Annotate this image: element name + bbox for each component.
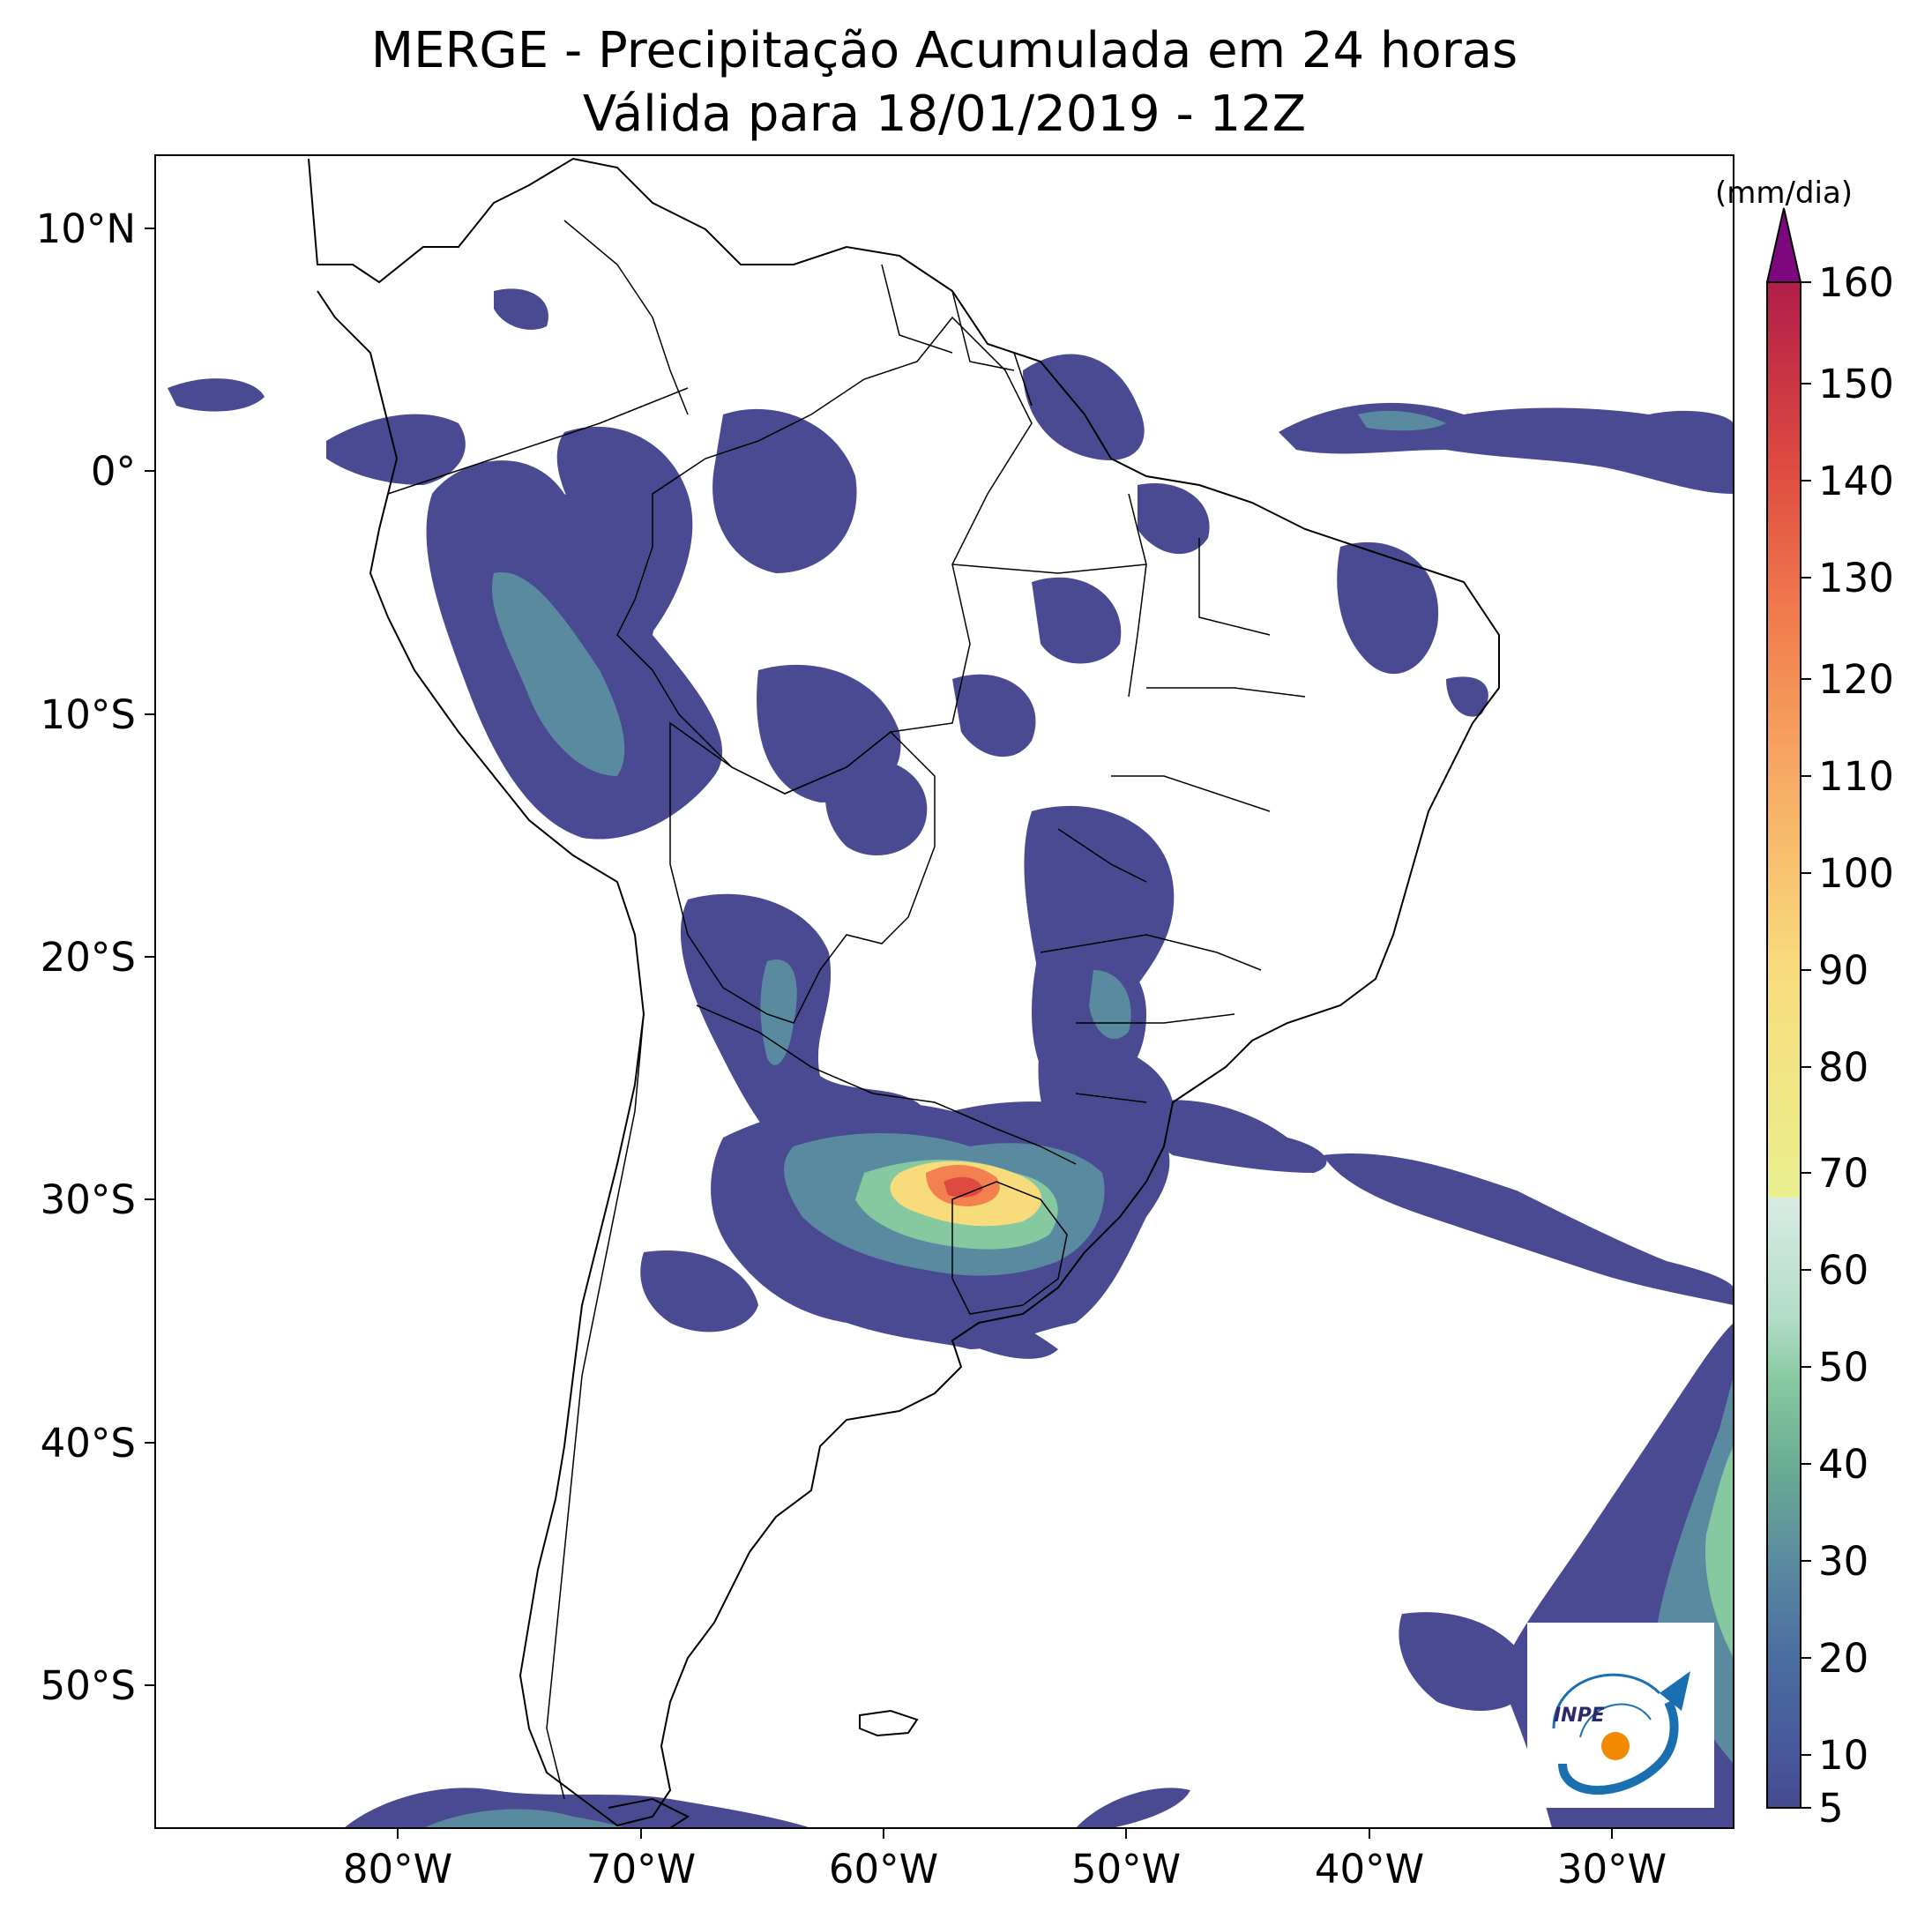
border-uruguay [951,1181,1068,1315]
colorbar-tick-label: 60 [1818,1247,1869,1294]
lat-tick-label: 40°S [41,1420,136,1467]
colorbar-tick-label: 10 [1818,1732,1869,1779]
colorbar-tick-label: 140 [1818,458,1894,504]
precip-field-drake-inner [423,1809,626,1828]
precip-field-minas-inner [1089,970,1131,1040]
lon-tick-label: 70°W [586,1846,696,1892]
precip-field-pernambuco [1446,676,1488,717]
colorbar-tick-label: 70 [1818,1150,1869,1197]
border-peru-ecuador-colombia [387,387,689,495]
map-frame [154,154,1734,1829]
coastline-falklands [859,1709,919,1737]
colorbar-tick-label: 150 [1818,361,1894,407]
precip-field-drake-2 [1076,1788,1190,1828]
colorbar-tick-label: 130 [1818,555,1894,601]
lon-tick-label: 40°W [1315,1846,1424,1892]
border-brazil-states [951,493,1306,1103]
colorbar-unit-label: (mm/dia) [1715,175,1853,211]
precip-fields [168,288,1734,1828]
lon-tick-label: 50°W [1071,1846,1181,1892]
lon-tick-label: 80°W [343,1846,452,1892]
lon-axis: 80°W 70°W 60°W 50°W 40°W 30°W [343,1828,1667,1892]
precip-field-para-2 [1032,577,1122,664]
colorbar-tick-label: 100 [1818,850,1894,897]
colorbar-bar [1766,281,1801,1809]
country-borders [387,220,1306,1800]
border-guianas [881,264,1033,407]
map-title-line1: MERGE - Precipitação Acumulada em 24 hor… [370,22,1518,79]
colorbar-tick-label: 90 [1818,947,1869,994]
lat-tick-label: 10°N [36,205,136,252]
lat-tick-label: 30°S [41,1176,136,1223]
colorbar-tick-label: 30 [1818,1538,1869,1585]
precip-field-atlantic-itcz-inner [1358,410,1446,431]
colorbar-tick-label: 40 [1818,1441,1869,1488]
colorbar-tick-label: 120 [1818,656,1894,703]
precip-field-pampas [640,1250,758,1332]
map-area [155,155,1734,1828]
precip-field-santa-catarina-coast [1143,1100,1327,1173]
colorbar-tick-label: 50 [1818,1344,1869,1391]
lat-axis: 10°N 0° 10°S 20°S 30°S 40°S 50°S [36,205,155,1709]
precip-field-rondonia [825,757,928,855]
precip-field-venezuela [494,288,548,330]
inpe-logo: INPE [1527,1623,1714,1808]
precip-field-max-red [944,1176,983,1198]
precip-field-atlantic-band [1323,1153,1734,1305]
colorbar-tick-label: 80 [1818,1044,1869,1091]
colorbar-ticks [1801,281,1811,1809]
inpe-logo-icon [1552,1671,1690,1795]
border-venezuela-colombia [563,220,689,415]
lat-tick-label: 10°S [41,691,136,738]
precip-field-amazon-central [556,426,693,653]
lat-tick-label: 50°S [41,1662,136,1709]
colorbar-tick-label: 20 [1818,1635,1869,1682]
precip-field-para [952,674,1036,758]
colorbar-tick-label: 5 [1818,1785,1844,1832]
lat-tick-label: 20°S [41,934,136,981]
colorbar-extend-arrow [1765,207,1802,283]
precip-field-colombia [326,414,466,485]
lat-tick-label: 0° [91,448,136,495]
border-brazil [616,316,1033,795]
inpe-logo-text: INPE [1554,1705,1605,1727]
border-chile-argentina [546,1013,645,1800]
colorbar-tick-label: 110 [1818,753,1894,800]
precip-field-rio-de-la-plata [917,1296,1058,1359]
border-bolivia-paraguay [669,721,936,1024]
precip-field-amazon-west-inner [492,571,625,776]
precip-field-nordeste [1337,541,1439,675]
precip-field-amazon-north [712,408,857,573]
precip-field-maranhao [1138,483,1210,555]
colorbar-tick-labels: 5 10 20 30 40 50 60 70 80 90 100 110 120… [1818,259,1894,1832]
colorbar: (mm/dia) 5 10 20 30 40 [1715,175,1894,1832]
colorbar-tick-label: 160 [1818,259,1894,306]
precip-field-south-atlantic-2 [1399,1612,1534,1711]
border-argentina-north [696,1004,1077,1165]
precip-field-south-atlantic-green [1705,1446,1734,1658]
precip-field-pacific [168,378,265,412]
map-title-line2: Válida para 18/01/2019 - 12Z [582,86,1307,143]
coastline-tierra-del-fuego [608,1797,690,1828]
lon-tick-label: 30°W [1557,1846,1667,1892]
precip-field-amapa [1023,354,1145,460]
lon-tick-label: 60°W [829,1846,938,1892]
